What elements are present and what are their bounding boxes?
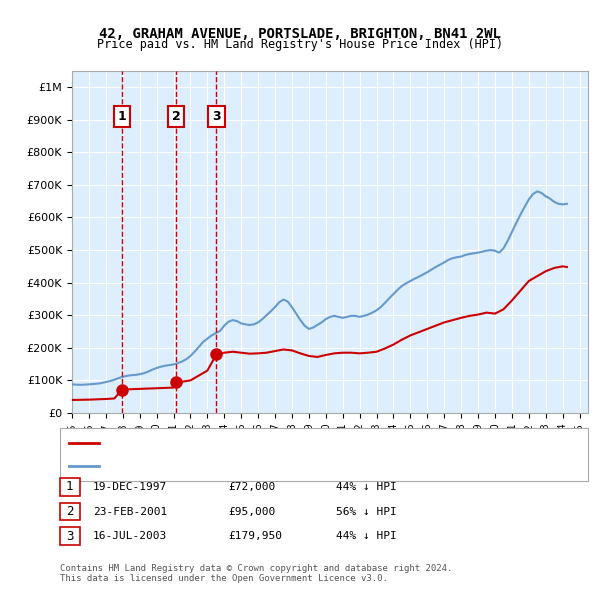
Text: 42, GRAHAM AVENUE, PORTSLADE, BRIGHTON, BN41 2WL (detached house): 42, GRAHAM AVENUE, PORTSLADE, BRIGHTON, … [105,438,487,448]
Text: Price paid vs. HM Land Registry's House Price Index (HPI): Price paid vs. HM Land Registry's House … [97,38,503,51]
Text: 1: 1 [66,480,73,493]
Text: 2: 2 [66,505,73,518]
Text: 19-DEC-1997: 19-DEC-1997 [93,482,167,491]
Text: Contains HM Land Registry data © Crown copyright and database right 2024.
This d: Contains HM Land Registry data © Crown c… [60,563,452,583]
Text: HPI: Average price, detached house, Brighton and Hove: HPI: Average price, detached house, Brig… [105,461,416,471]
Text: 16-JUL-2003: 16-JUL-2003 [93,532,167,541]
Text: 1: 1 [118,110,127,123]
Text: 3: 3 [66,530,73,543]
Text: 42, GRAHAM AVENUE, PORTSLADE, BRIGHTON, BN41 2WL: 42, GRAHAM AVENUE, PORTSLADE, BRIGHTON, … [99,27,501,41]
Text: 23-FEB-2001: 23-FEB-2001 [93,507,167,516]
Text: 2: 2 [172,110,181,123]
Text: £95,000: £95,000 [228,507,275,516]
Text: 44% ↓ HPI: 44% ↓ HPI [336,482,397,491]
Text: £72,000: £72,000 [228,482,275,491]
Text: £179,950: £179,950 [228,532,282,541]
Text: 3: 3 [212,110,221,123]
Text: 44% ↓ HPI: 44% ↓ HPI [336,532,397,541]
Text: 56% ↓ HPI: 56% ↓ HPI [336,507,397,516]
